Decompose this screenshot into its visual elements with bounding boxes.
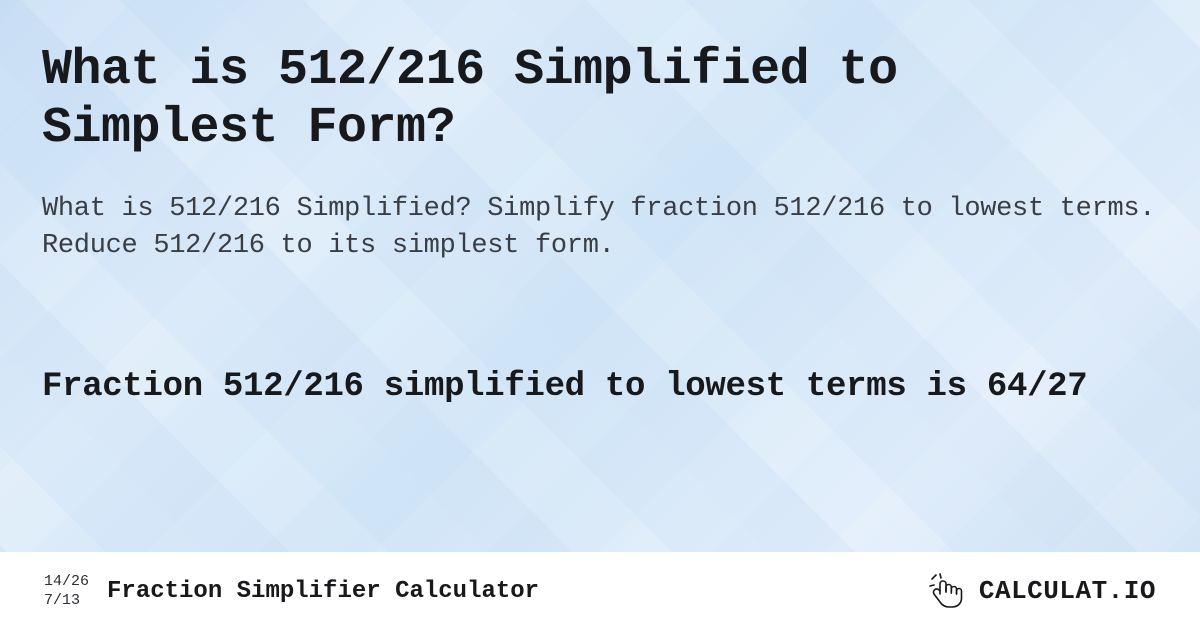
footer-title: Fraction Simplifier Calculator — [107, 578, 539, 605]
footer-left: 14/26 7/13 Fraction Simplifier Calculato… — [44, 573, 539, 610]
footer: 14/26 7/13 Fraction Simplifier Calculato… — [0, 552, 1200, 630]
footer-frac-bottom: 7/13 — [44, 592, 89, 609]
footer-frac-top: 14/26 — [44, 573, 89, 590]
hand-point-icon — [927, 570, 969, 612]
footer-fraction-icon: 14/26 7/13 — [44, 573, 89, 610]
page-description: What is 512/216 Simplified? Simplify fra… — [42, 191, 1158, 266]
footer-right: CALCULAT.IO — [927, 570, 1156, 612]
brand-name: CALCULAT.IO — [979, 576, 1156, 606]
content-area: What is 512/216 Simplified to Simplest F… — [0, 0, 1200, 630]
result-text: Fraction 512/216 simplified to lowest te… — [42, 366, 1158, 409]
page-title: What is 512/216 Simplified to Simplest F… — [42, 42, 1158, 157]
